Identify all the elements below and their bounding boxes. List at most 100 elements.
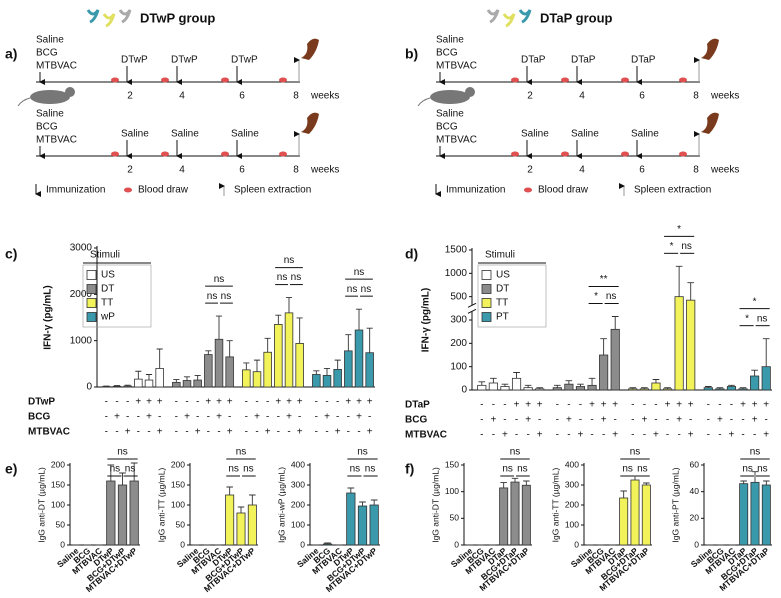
significance-label: ns — [502, 464, 513, 475]
condition-sign: - — [137, 412, 140, 423]
panel-label: d) — [405, 246, 418, 262]
blood-draw — [161, 77, 169, 83]
condition-sign: - — [556, 415, 559, 426]
y-tick-label: 60 — [690, 459, 700, 469]
error-bar — [366, 327, 373, 353]
condition-sign: + — [367, 397, 373, 408]
legend-label: PT — [496, 312, 509, 323]
spleen-icon — [701, 112, 719, 134]
error-bar — [324, 542, 331, 544]
condition-sign: - — [228, 412, 231, 423]
bar — [500, 386, 510, 391]
error-bar — [704, 386, 712, 388]
error-bar — [664, 387, 671, 389]
error-bar — [675, 265, 683, 297]
significance-label: ns — [622, 464, 633, 475]
bar — [155, 368, 164, 388]
error-bar — [183, 376, 191, 381]
y-tick-label: 50 — [450, 513, 460, 523]
condition-sign: + — [537, 430, 543, 441]
week-label: 4 — [579, 165, 585, 176]
condition-sign: - — [245, 397, 248, 408]
condition-sign: + — [254, 412, 260, 423]
y-tick-label: 0 — [461, 385, 467, 396]
condition-sign: + — [490, 415, 496, 426]
error-bar — [490, 377, 497, 383]
week-unit: weeks — [310, 165, 339, 176]
error-bar — [762, 338, 770, 367]
bar — [172, 381, 181, 388]
y-tick-label: 1000 — [445, 268, 468, 279]
bar — [610, 328, 620, 391]
y-tick-label: 150 — [171, 479, 185, 489]
dose-label: Saline — [521, 129, 549, 140]
blood-draw — [111, 151, 119, 157]
condition-sign: - — [126, 397, 129, 408]
bar — [357, 505, 368, 546]
error-bar — [135, 370, 142, 380]
bar — [703, 387, 713, 391]
legend-swatch — [481, 298, 492, 308]
condition-sign: + — [729, 430, 735, 441]
y-tick-label: 200 — [565, 499, 579, 509]
error-bar — [524, 384, 532, 388]
error-bar — [249, 494, 256, 505]
condition-sign: - — [480, 415, 483, 426]
condition-sign: + — [297, 397, 303, 408]
condition-sign: + — [135, 397, 141, 408]
blood-draw — [221, 77, 229, 83]
y-tick-label: 100 — [291, 519, 305, 529]
condition-sign: + — [502, 430, 508, 441]
condition-sign: - — [325, 427, 328, 438]
condition-sign: + — [676, 415, 682, 426]
condition-sign: - — [567, 430, 570, 441]
condition-sign: - — [526, 430, 529, 441]
condition-sign: - — [741, 415, 744, 426]
error-bar — [226, 340, 233, 357]
legend-label: DT — [101, 284, 114, 295]
bar — [344, 350, 353, 388]
significance-label: ns — [125, 464, 136, 475]
condition-sign: + — [275, 397, 281, 408]
bar — [761, 484, 771, 546]
legend-label: DT — [496, 284, 509, 295]
condition-sign: - — [730, 415, 733, 426]
y-tick-label: 20 — [690, 513, 700, 523]
condition-sign: - — [175, 412, 178, 423]
bar — [274, 324, 283, 388]
panel-label: a) — [5, 46, 17, 62]
condition-sign: - — [255, 397, 258, 408]
bar — [333, 368, 342, 388]
week-unit: weeks — [710, 91, 739, 102]
legend-swatch — [86, 298, 97, 308]
bar — [322, 543, 333, 546]
week-label: 6 — [239, 91, 245, 102]
error-bar — [629, 387, 637, 389]
condition-sign: + — [525, 400, 531, 411]
condition-sign: - — [185, 397, 188, 408]
condition-sign: + — [184, 412, 190, 423]
group-title: DTwP group — [140, 10, 215, 25]
significance-label: * — [594, 291, 598, 302]
condition-sign: - — [255, 427, 258, 438]
condition-sign: - — [556, 430, 559, 441]
antigen-icon — [102, 13, 116, 28]
y-axis-label: IgG anti-PT (µg/mL) — [670, 467, 680, 542]
dose-label: DTaP — [631, 55, 656, 66]
condition-sign: + — [146, 412, 152, 423]
group-label: MTBVAC — [36, 61, 77, 72]
legend-label: Spleen extraction — [634, 185, 711, 196]
condition-sign: - — [207, 412, 210, 423]
legend-swatch — [481, 270, 492, 280]
condition-sign: - — [579, 400, 582, 411]
condition-sign: - — [643, 430, 646, 441]
legend-label: Immunization — [46, 185, 105, 196]
y-tick-label: 300 — [291, 479, 305, 489]
error-bar — [728, 384, 735, 387]
error-bar — [513, 372, 520, 379]
legend-label: Blood draw — [538, 185, 589, 196]
group-label: MTBVAC — [36, 135, 77, 146]
condition-sign: + — [717, 415, 723, 426]
week-label: 8 — [693, 165, 699, 176]
